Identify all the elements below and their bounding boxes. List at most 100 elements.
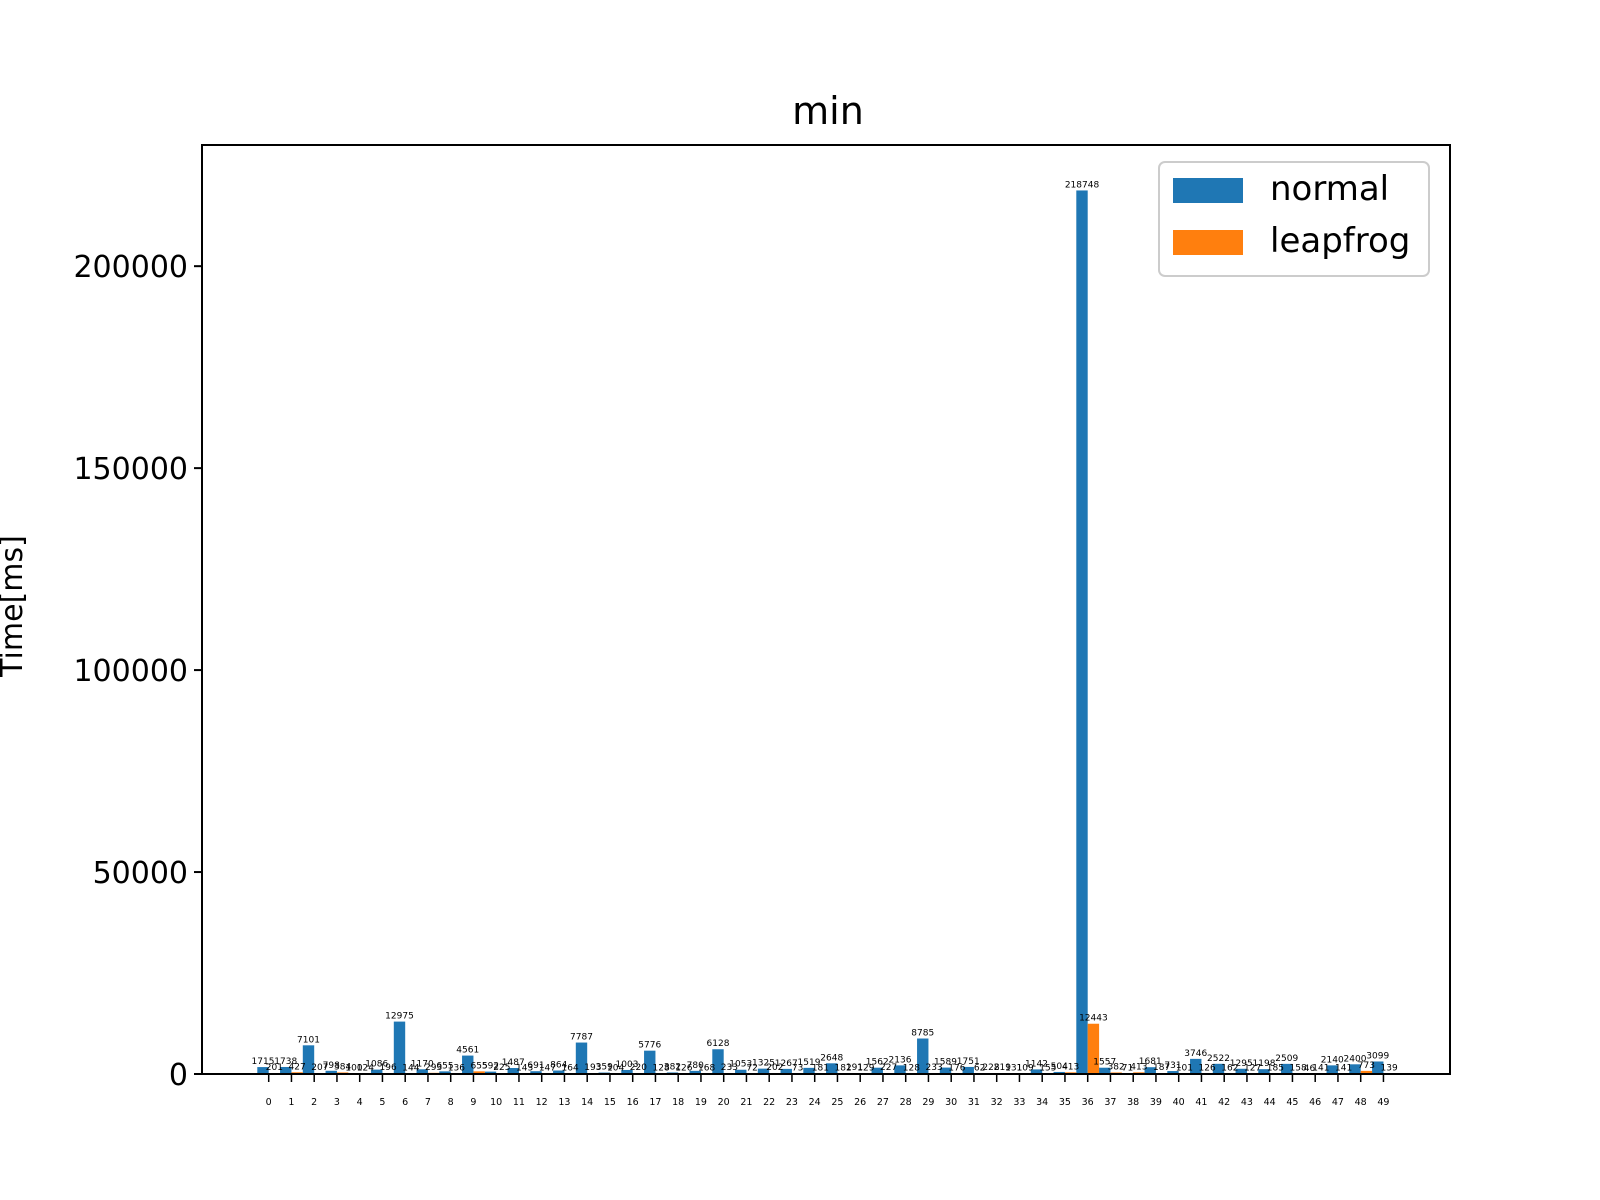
bar-value-label: 62 (974, 1064, 985, 1074)
x-tick-label: 17 (649, 1097, 661, 1108)
x-tick-label: 28 (900, 1097, 912, 1108)
bar-value-label: 1681 (1139, 1057, 1162, 1067)
bar-value-label: 129 (857, 1063, 874, 1073)
bar-value-label: 1715 (252, 1057, 275, 1067)
bar-value-label: 193 (584, 1063, 601, 1073)
bar-value-label: 100 (345, 1064, 362, 1074)
bar-value-label: 144 (402, 1063, 419, 1073)
x-tick-label: 34 (1036, 1097, 1048, 1108)
bar-normal (962, 1066, 974, 1074)
bar-normal (1076, 190, 1088, 1074)
bar-value-label: 1295 (1230, 1059, 1253, 1069)
bar-value-label: 101 (1176, 1064, 1193, 1074)
bar-normal (439, 1071, 451, 1074)
bar-value-label: 780 (687, 1061, 704, 1071)
x-tick-label: 32 (991, 1097, 1003, 1108)
bar-value-label: 201 (266, 1063, 283, 1073)
bar-normal (689, 1070, 701, 1074)
x-tick-label: 18 (672, 1097, 684, 1108)
bar-value-label: 131 (1005, 1063, 1022, 1073)
bar-value-label: 2400 (1344, 1054, 1367, 1064)
bar-value-label: 176 (948, 1063, 965, 1073)
bar-value-label: 359 (596, 1063, 613, 1073)
bar-value-label: 592 (482, 1062, 499, 1072)
bar-value-label: 864 (550, 1061, 567, 1071)
bar-value-label: 731 (1164, 1061, 1181, 1071)
x-tick-label: 2 (311, 1097, 317, 1108)
bar-value-label: 128 (903, 1063, 920, 1073)
x-tick-label: 31 (968, 1097, 980, 1108)
bar-value-label: 773 (1358, 1061, 1375, 1071)
bar-value-label: 128 (653, 1063, 670, 1073)
chart-title: min (792, 89, 864, 133)
plot-area-frame (201, 144, 1451, 1075)
x-tick-label: 29 (922, 1097, 934, 1108)
bar-normal (507, 1067, 519, 1074)
x-tick-label: 35 (1059, 1097, 1071, 1108)
bar-value-label: 1487 (502, 1058, 525, 1068)
x-tick-label: 23 (786, 1097, 798, 1108)
x-tick-label: 19 (695, 1097, 707, 1108)
x-tick-label: 5 (379, 1097, 385, 1108)
bar-value-label: 233 (926, 1063, 943, 1073)
bar-value-label: 225 (493, 1063, 510, 1073)
x-tick-label: 42 (1218, 1097, 1230, 1108)
bar-value-label: 2648 (820, 1053, 843, 1063)
bar-normal (712, 1049, 724, 1074)
bar-value-label: 3746 (1184, 1049, 1207, 1059)
bar-value-label: 71 (1122, 1064, 1133, 1074)
legend-label: normal (1270, 169, 1389, 209)
x-tick-label: 43 (1241, 1097, 1253, 1108)
bar-value-label: 158 (1290, 1063, 1307, 1073)
x-tick-label: 12 (536, 1097, 548, 1108)
bar-normal (1281, 1063, 1293, 1074)
bar-value-label: 126 (675, 1063, 692, 1073)
bar-normal (1099, 1067, 1111, 1074)
bar-normal (1144, 1067, 1156, 1074)
bar-normal (1212, 1063, 1225, 1074)
legend: normal leapfrog (1158, 161, 1430, 277)
bar-normal (1053, 1071, 1065, 1074)
bar-normal (393, 1021, 406, 1074)
y-tick-label: 100000 (73, 654, 188, 689)
y-tick-label: 200000 (73, 250, 188, 285)
x-tick-label: 9 (470, 1097, 476, 1108)
bar-normal (780, 1068, 792, 1074)
bar-value-label: 109 (1017, 1064, 1034, 1074)
x-tick-label: 16 (627, 1097, 639, 1108)
x-tick-label: 10 (490, 1097, 502, 1108)
bar-normal (1167, 1071, 1179, 1074)
x-tick-label: 45 (1286, 1097, 1298, 1108)
x-tick-label: 1 (288, 1097, 294, 1108)
x-tick-label: 14 (581, 1097, 593, 1108)
x-tick-label: 36 (1082, 1097, 1094, 1108)
bar-value-label: 124 (357, 1063, 374, 1073)
x-tick-label: 49 (1377, 1097, 1389, 1108)
bar-value-label: 139 (1381, 1063, 1398, 1073)
bar-normal (325, 1070, 337, 1074)
bar-normal (894, 1065, 906, 1074)
bar-value-label: 1142 (1025, 1059, 1048, 1069)
bar-value-label: 147 (539, 1063, 556, 1073)
legend-swatch (1173, 230, 1243, 255)
bar-normal (1235, 1068, 1247, 1074)
bar-value-label: 104 (607, 1064, 624, 1074)
bar-normal (484, 1071, 497, 1074)
bar-value-label: 4561 (456, 1046, 479, 1056)
x-tick-label: 44 (1264, 1097, 1276, 1108)
bar-normal (826, 1063, 838, 1074)
bar-value-label: 218748 (1065, 180, 1100, 190)
x-tick-label: 7 (425, 1097, 431, 1108)
bar-value-label: 164 (562, 1063, 579, 1073)
bar-normal (1349, 1064, 1361, 1074)
bar-value-label: 73 (792, 1064, 803, 1074)
bar-normal (280, 1066, 292, 1074)
bar-value-label: 12443 (1079, 1014, 1108, 1024)
legend-label: leapfrog (1270, 221, 1410, 261)
bar-value-label: 1751 (957, 1057, 980, 1067)
x-tick-label: 4 (357, 1097, 363, 1108)
x-tick-label: 40 (1173, 1097, 1185, 1108)
bar-normal (257, 1067, 269, 1074)
